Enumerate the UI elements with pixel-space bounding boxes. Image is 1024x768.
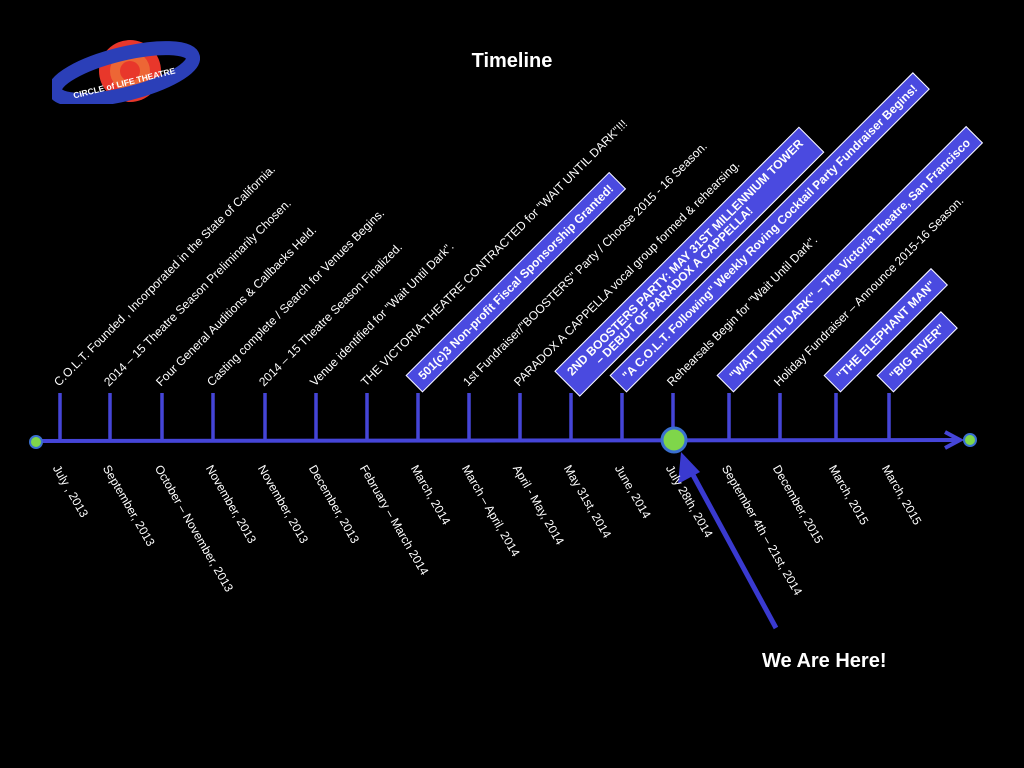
start-marker	[29, 435, 43, 449]
end-marker	[963, 433, 977, 447]
page-title: Timeline	[471, 50, 553, 72]
timeline-line	[35, 438, 959, 443]
circle-of-life-logo: CIRCLE of LIFE THEATRE	[52, 40, 200, 104]
we-are-here-label: We Are Here!	[762, 650, 887, 672]
we-are-here-arrow	[683, 460, 779, 630]
current-position-marker	[660, 426, 688, 454]
timeline-arrowhead	[944, 430, 965, 450]
we-are-here-arrowhead	[678, 452, 700, 484]
